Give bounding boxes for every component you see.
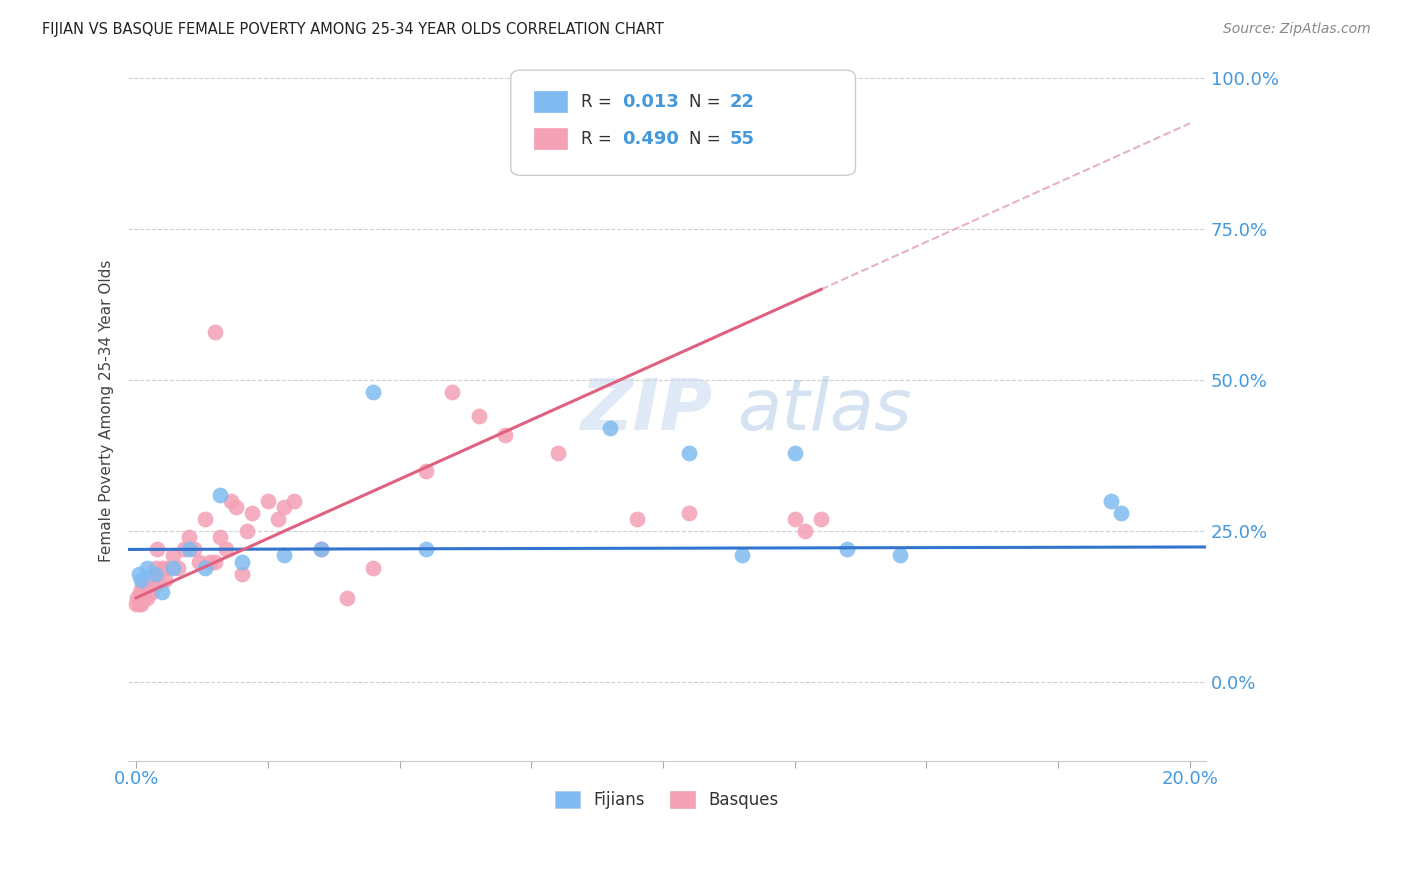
Text: R =: R = [581,93,617,111]
Point [273,500,295,514]
Point [678,445,700,459]
Point [336,591,359,605]
Point [177,542,200,557]
Point [794,524,817,539]
Text: N =: N = [689,93,725,111]
Point [309,542,332,557]
Text: N =: N = [689,130,725,148]
Point [139,573,162,587]
Point [204,325,226,339]
Point [494,427,516,442]
Point [153,573,176,587]
Text: ZIP: ZIP [581,376,713,445]
Text: FIJIAN VS BASQUE FEMALE POVERTY AMONG 25-34 YEAR OLDS CORRELATION CHART: FIJIAN VS BASQUE FEMALE POVERTY AMONG 25… [42,22,664,37]
Text: R =: R = [581,130,617,148]
Point [783,445,806,459]
Point [283,494,305,508]
Point [441,385,464,400]
Point [236,524,259,539]
Point [135,579,157,593]
Point [131,573,153,587]
Point [138,579,160,593]
Point [135,560,157,574]
Point [361,560,384,574]
Point [467,409,489,424]
Bar [534,91,567,112]
Point [219,494,242,508]
Point [215,542,238,557]
Point [231,566,253,581]
Point [132,591,155,605]
Point [731,549,754,563]
Point [837,542,859,557]
Text: 55: 55 [730,130,755,148]
Text: 20.0%: 20.0% [1161,770,1218,789]
Point [209,488,232,502]
Point [131,579,153,593]
Point [162,549,184,563]
Bar [534,128,567,149]
Text: atlas: atlas [737,376,911,445]
Text: Source: ZipAtlas.com: Source: ZipAtlas.com [1223,22,1371,37]
Point [127,591,149,605]
Text: 22: 22 [730,93,755,111]
Point [783,512,806,526]
Point [142,566,165,581]
Point [177,530,200,544]
Point [204,555,226,569]
Legend: Fijians, Basques: Fijians, Basques [548,784,786,816]
Point [309,542,332,557]
Point [156,560,179,574]
Text: 0.490: 0.490 [621,130,679,148]
Point [810,512,832,526]
Point [152,560,174,574]
Point [1099,494,1122,508]
FancyBboxPatch shape [510,70,855,176]
Point [167,560,190,574]
Point [194,560,217,574]
Point [257,494,280,508]
Point [131,597,153,611]
Point [148,573,170,587]
Point [198,555,221,569]
Point [188,555,211,569]
Point [626,512,648,526]
Point [678,506,700,520]
Point [173,542,195,557]
Point [141,584,163,599]
Point [136,584,159,599]
Text: 0.0%: 0.0% [114,770,159,789]
Point [209,530,232,544]
Point [547,445,569,459]
Point [273,549,295,563]
Point [415,464,437,478]
Point [361,385,384,400]
Text: 0.013: 0.013 [621,93,679,111]
Point [162,560,184,574]
Point [152,584,174,599]
Point [143,579,166,593]
Point [194,512,217,526]
Point [125,597,148,611]
Y-axis label: Female Poverty Among 25-34 Year Olds: Female Poverty Among 25-34 Year Olds [100,260,114,562]
Point [1111,506,1133,520]
Point [128,597,150,611]
Point [231,555,253,569]
Point [143,566,166,581]
Point [225,500,247,514]
Point [183,542,205,557]
Point [599,421,621,435]
Point [146,542,169,557]
Point [889,549,911,563]
Point [129,584,152,599]
Point [240,506,263,520]
Point [145,560,167,574]
Point [128,566,150,581]
Point [415,542,437,557]
Point [135,591,157,605]
Point [267,512,290,526]
